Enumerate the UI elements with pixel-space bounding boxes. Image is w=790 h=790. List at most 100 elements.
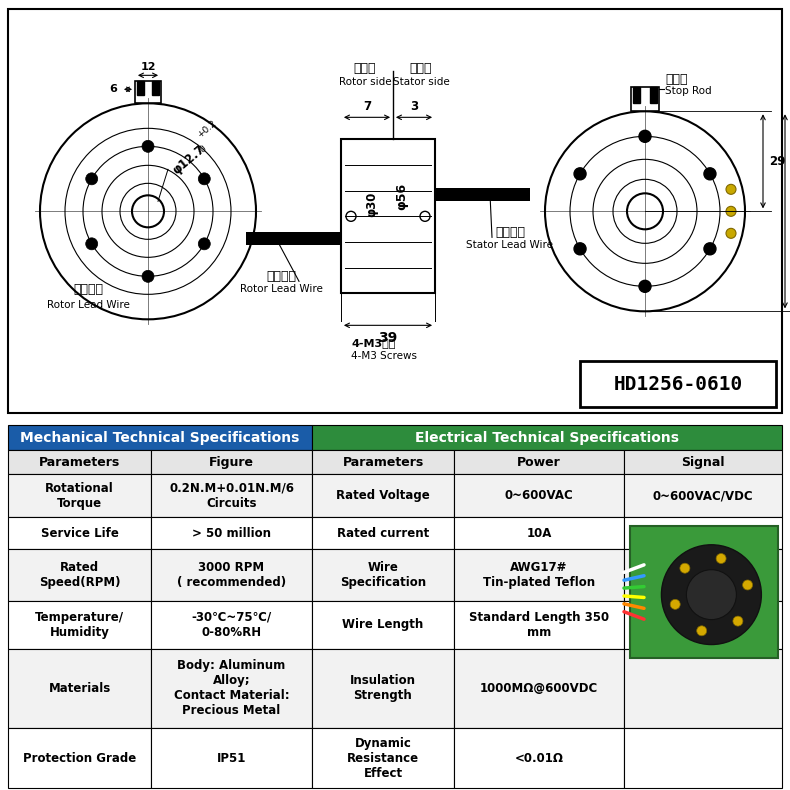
Circle shape (670, 600, 680, 609)
Bar (650, 88, 657, 103)
Text: Mechanical Technical Specifications: Mechanical Technical Specifications (21, 431, 299, 445)
Bar (624, 600, 782, 649)
Bar (8, 450, 151, 475)
Circle shape (687, 570, 736, 619)
Bar (246, 231, 341, 245)
Text: Rotor Lead Wire: Rotor Lead Wire (239, 284, 322, 295)
Bar (633, 88, 640, 103)
Text: Parameters: Parameters (39, 456, 120, 469)
Text: > 50 million: > 50 million (192, 526, 271, 540)
Text: 转子导线: 转子导线 (266, 270, 296, 283)
Text: Dynamic
Resistance
Effect: Dynamic Resistance Effect (347, 736, 419, 780)
Circle shape (743, 580, 753, 590)
Text: Service Life: Service Life (40, 526, 118, 540)
Text: Wire Length: Wire Length (342, 619, 423, 631)
Bar (312, 517, 454, 549)
Bar (152, 81, 159, 96)
Text: Rated Voltage: Rated Voltage (336, 489, 430, 502)
Bar (8, 549, 151, 600)
Text: 转子导线: 转子导线 (73, 283, 103, 295)
Text: φ56: φ56 (396, 182, 408, 210)
Bar (312, 425, 782, 450)
Bar (137, 81, 144, 96)
Circle shape (716, 554, 726, 563)
Bar (624, 549, 782, 600)
Text: 3000 RPM
( recommended): 3000 RPM ( recommended) (177, 561, 286, 589)
Text: 39: 39 (378, 331, 397, 345)
Text: 0.2N.M+0.01N.M/6
Circuits: 0.2N.M+0.01N.M/6 Circuits (169, 482, 294, 510)
Text: Wire
Specification: Wire Specification (340, 561, 426, 589)
Bar (151, 517, 312, 549)
Circle shape (639, 280, 651, 292)
Bar (624, 450, 782, 475)
Text: Parameters: Parameters (342, 456, 423, 469)
Text: 定子导线: 定子导线 (495, 226, 525, 239)
Circle shape (142, 141, 154, 152)
Bar (312, 475, 454, 517)
Bar (151, 549, 312, 600)
Circle shape (85, 238, 98, 250)
Bar (624, 728, 782, 788)
Bar (624, 475, 782, 517)
Bar (580, 361, 776, 408)
Text: AWG17#
Tin-plated Teflon: AWG17# Tin-plated Teflon (483, 561, 595, 589)
Text: 0~600VAC: 0~600VAC (505, 489, 574, 502)
Circle shape (733, 616, 743, 626)
Text: 2A: 2A (694, 526, 712, 540)
Circle shape (704, 243, 716, 255)
Text: Stop Rod: Stop Rod (665, 86, 712, 96)
Circle shape (574, 167, 586, 180)
Text: 29: 29 (769, 155, 785, 167)
Text: 4-M3 Screws: 4-M3 Screws (351, 352, 417, 361)
Bar (8, 425, 312, 450)
Circle shape (85, 173, 98, 185)
Bar (8, 728, 151, 788)
Text: 10A: 10A (526, 526, 551, 540)
Text: HD1256-0610: HD1256-0610 (613, 374, 743, 394)
Circle shape (697, 626, 707, 636)
Circle shape (726, 184, 736, 194)
Text: Insulation
Strength: Insulation Strength (350, 675, 416, 702)
Circle shape (142, 270, 154, 282)
Circle shape (726, 206, 736, 216)
Text: Rotor Lead Wire: Rotor Lead Wire (47, 300, 130, 310)
Text: 1000MΩ@600VDC: 1000MΩ@600VDC (480, 682, 598, 695)
Text: 7: 7 (363, 100, 371, 113)
Text: Electrical Technical Specifications: Electrical Technical Specifications (415, 431, 679, 445)
Bar (341, 139, 435, 293)
Bar (8, 649, 151, 728)
Circle shape (639, 130, 651, 142)
Text: +0.2: +0.2 (196, 118, 219, 139)
Circle shape (726, 228, 736, 239)
Text: 12: 12 (141, 62, 156, 73)
Text: <0.01Ω: <0.01Ω (514, 751, 563, 765)
Bar (631, 88, 659, 111)
Text: 止转片: 止转片 (665, 73, 687, 86)
Bar (454, 475, 624, 517)
Bar (151, 728, 312, 788)
Circle shape (574, 243, 586, 255)
Text: IP51: IP51 (216, 751, 246, 765)
Bar (435, 188, 530, 201)
Bar (454, 450, 624, 475)
Text: 转子端: 转子端 (354, 62, 376, 75)
Text: φ30: φ30 (366, 192, 378, 217)
Circle shape (680, 563, 690, 574)
Bar (630, 526, 778, 657)
Text: Rotational
Torque: Rotational Torque (45, 482, 114, 510)
Text: φ12.7: φ12.7 (170, 142, 208, 176)
Text: 4-M3螺钉: 4-M3螺钉 (351, 338, 395, 348)
Circle shape (198, 173, 210, 185)
Text: 3: 3 (410, 100, 418, 113)
Text: 定子端: 定子端 (410, 62, 432, 75)
Bar (454, 649, 624, 728)
Bar (135, 81, 161, 103)
Text: Body: Aluminum
Alloy;
Contact Material:
Precious Metal: Body: Aluminum Alloy; Contact Material: … (174, 660, 289, 717)
Bar (454, 600, 624, 649)
Text: 6: 6 (109, 85, 117, 94)
Bar (151, 475, 312, 517)
Text: Temperature/
Humidity: Temperature/ Humidity (35, 611, 124, 639)
Text: Rotor side: Rotor side (339, 77, 391, 88)
Bar (624, 517, 782, 549)
Text: Rated current: Rated current (337, 526, 429, 540)
